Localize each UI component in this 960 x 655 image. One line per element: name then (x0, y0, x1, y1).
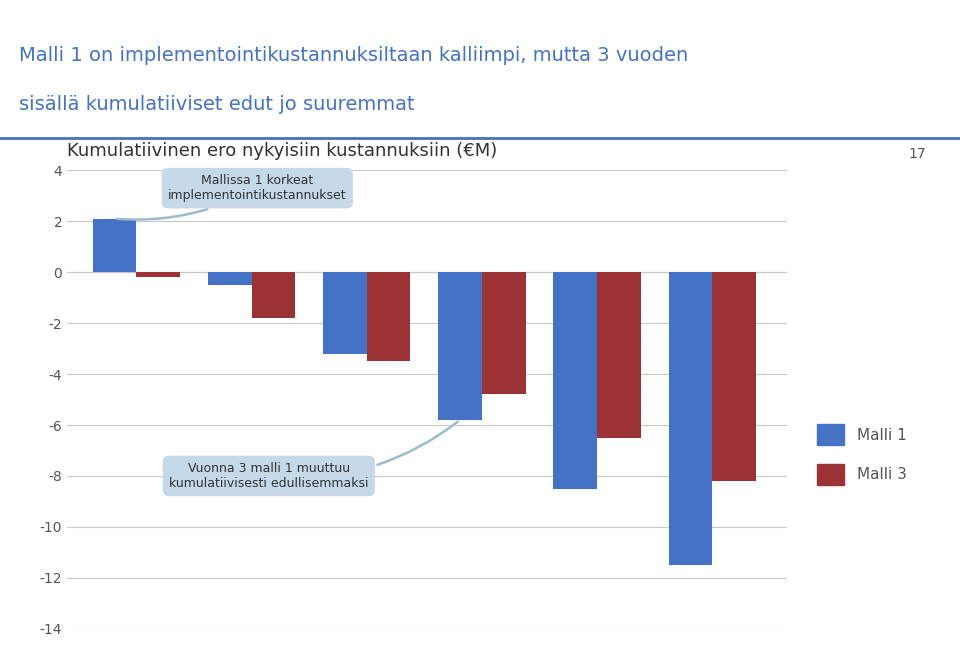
Bar (597, 272, 641, 438)
Bar (438, 272, 482, 420)
Bar (136, 272, 180, 277)
Bar (553, 272, 597, 489)
Bar (252, 272, 296, 318)
Bar (482, 272, 526, 394)
Legend: Malli 1, Malli 3: Malli 1, Malli 3 (809, 416, 914, 493)
Text: Kumulatiivinen ero nykyisiin kustannuksiin (€M): Kumulatiivinen ero nykyisiin kustannuksi… (67, 142, 497, 160)
Bar (668, 272, 712, 565)
Text: Vuonna 3 malli 1 muuttuu
kumulatiivisesti edullisemmaksi: Vuonna 3 malli 1 muuttuu kumulatiivisest… (169, 422, 458, 490)
Bar (92, 219, 136, 272)
Text: Malli 1 on implementointikustannuksiltaan kalliimpi, mutta 3 vuoden: Malli 1 on implementointikustannuksiltaa… (19, 46, 688, 65)
Text: sisällä kumulatiiviset edut jo suuremmat: sisällä kumulatiiviset edut jo suuremmat (19, 95, 415, 114)
Bar (207, 272, 252, 285)
Bar (712, 272, 756, 481)
Text: 17: 17 (909, 147, 926, 161)
Text: Mallissa 1 korkeat
implementointikustannukset: Mallissa 1 korkeat implementointikustann… (117, 174, 347, 219)
Bar (367, 272, 411, 362)
Bar (323, 272, 367, 354)
